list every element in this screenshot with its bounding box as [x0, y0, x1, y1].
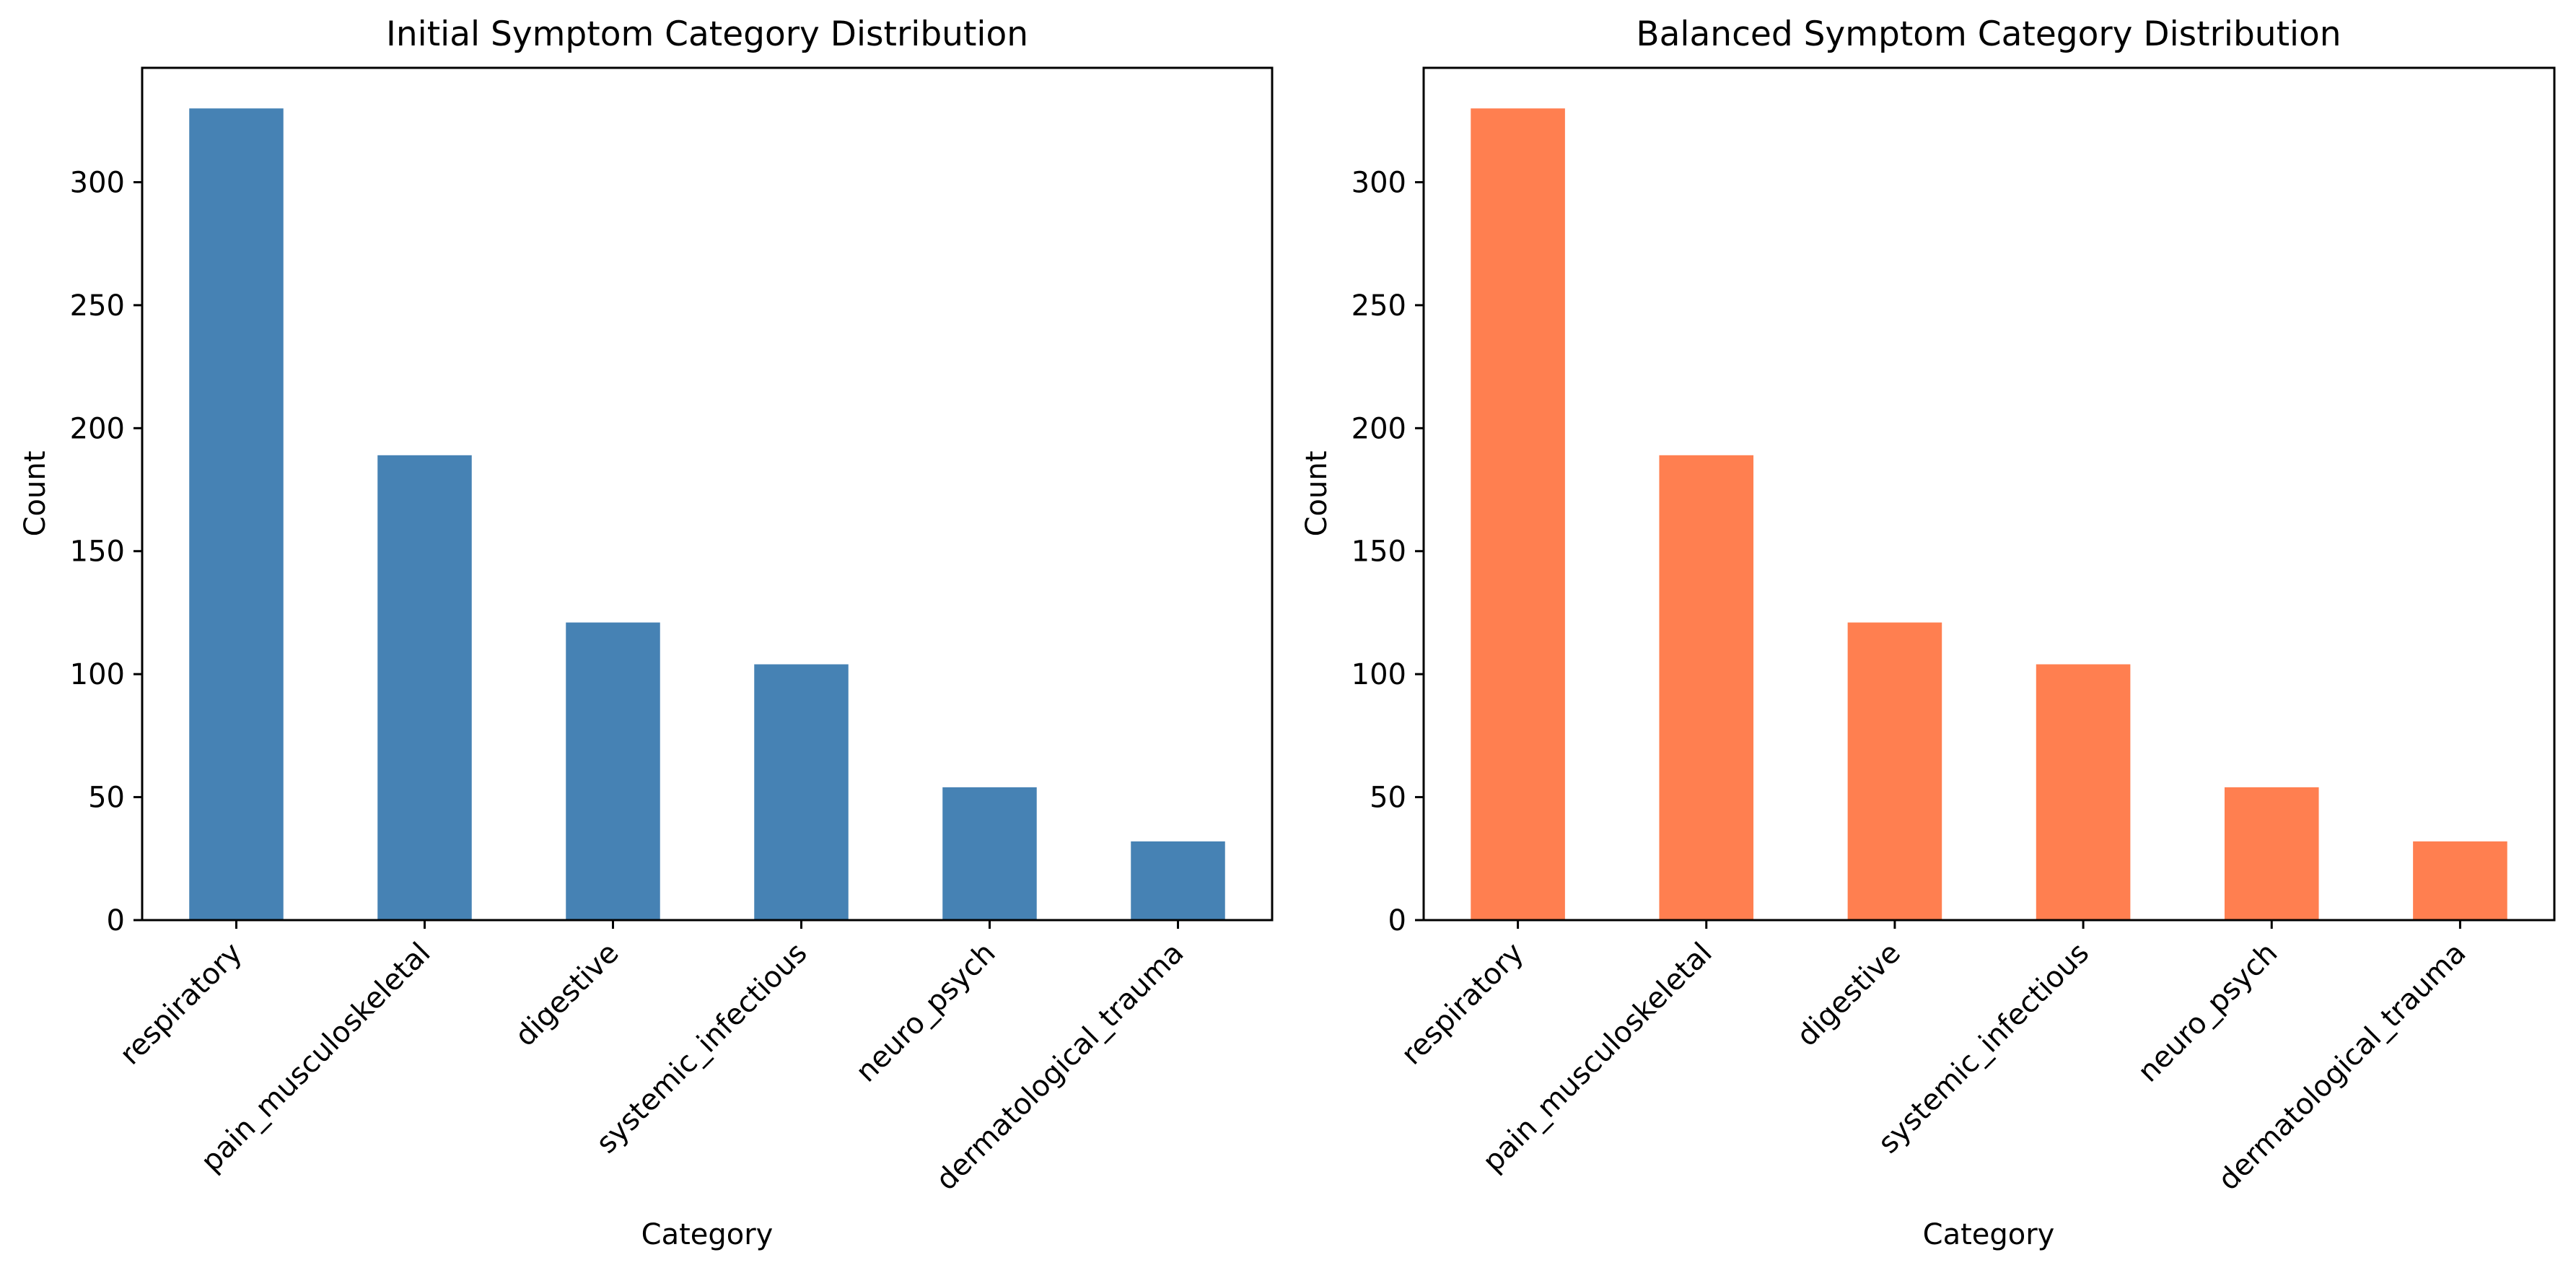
y-axis: 0 50 100 150 200 250 300 [70, 166, 142, 937]
y-axis-label: Count [19, 451, 52, 537]
y-axis: 0 50 100 150 200 250 300 [1351, 166, 1424, 937]
y-tick-label: 300 [1351, 166, 1406, 199]
bar-pain_musculoskeletal [377, 455, 472, 920]
bar-digestive [566, 622, 660, 920]
bar-respiratory [1471, 108, 1565, 921]
x-axis-label: Category [641, 1218, 774, 1251]
bar-dermatological_trauma [1131, 841, 1225, 920]
y-tick-label: 150 [70, 535, 125, 569]
y-tick-label: 150 [1351, 535, 1406, 569]
y-tick-label: 200 [70, 412, 125, 445]
plot-frame [141, 66, 1274, 922]
bar-neuro_psych [2224, 787, 2319, 920]
bar-pain_musculoskeletal [1659, 455, 1754, 920]
y-tick-label: 300 [70, 166, 125, 199]
chart-title: Balanced Symptom Category Distribution [1636, 14, 2341, 54]
bar-systemic_infectious [2036, 664, 2131, 920]
y-tick-label: 100 [1351, 658, 1406, 691]
bar-systemic_infectious [754, 664, 849, 920]
y-tick-label: 250 [1351, 289, 1406, 323]
y-tick-label: 0 [107, 904, 125, 937]
y-axis-label: Count [1300, 451, 1333, 537]
bar-group [189, 108, 1225, 921]
bar-digestive [1847, 622, 1942, 920]
bar-group [1471, 108, 2507, 921]
y-tick-label: 0 [1388, 904, 1406, 937]
plot-frame [1422, 66, 2556, 922]
y-tick-label: 50 [88, 782, 125, 815]
bar-dermatological_trauma [2413, 841, 2507, 920]
x-axis-label: Category [1923, 1218, 2055, 1251]
bar-neuro_psych [942, 787, 1037, 920]
y-tick-label: 100 [70, 658, 125, 691]
y-tick-label: 250 [70, 289, 125, 323]
bar-respiratory [189, 108, 284, 921]
chart-title: Initial Symptom Category Distribution [386, 14, 1028, 54]
y-tick-label: 200 [1351, 412, 1406, 445]
y-tick-label: 50 [1370, 782, 1406, 815]
